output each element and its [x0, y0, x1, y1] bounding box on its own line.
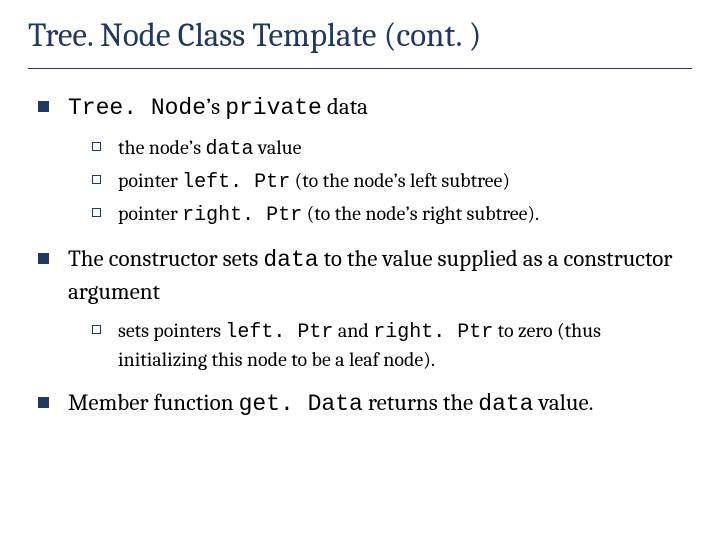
slide-title: Tree. Node Class Template (cont. ) [28, 18, 692, 56]
code-text: left. Ptr [182, 171, 290, 194]
bullet-level2: pointer left. Ptr (to the node’s left su… [92, 167, 688, 196]
text: (to the node’s left subtree) [290, 169, 510, 192]
text: ’s [206, 93, 225, 120]
code-text: data [205, 138, 253, 161]
text: pointer [118, 202, 182, 225]
title-underline [28, 68, 692, 69]
text: pointer [118, 169, 182, 192]
bullet-level1: Member function get. Data returns the da… [38, 387, 688, 420]
code-text: get. Data [239, 391, 363, 417]
bullet-level1: The constructor sets data to the value s… [38, 243, 688, 373]
text: Member function [68, 389, 239, 416]
slide: Tree. Node Class Template (cont. ) Tree.… [0, 0, 720, 540]
bullet-level2: pointer right. Ptr (to the node’s right … [92, 200, 688, 229]
bullet-level2: the node’s data value [92, 134, 688, 163]
bullet-level2: sets pointers left. Ptr and right. Ptr t… [92, 317, 688, 373]
text: data [322, 93, 368, 120]
bullet-list: Tree. Node’s private datathe node’s data… [28, 91, 692, 420]
code-text: left. Ptr [225, 321, 333, 344]
text: The constructor sets [68, 245, 263, 272]
code-text: Tree. Node [68, 95, 206, 121]
code-text: data [263, 247, 318, 273]
text: (to the node’s right subtree). [302, 202, 539, 225]
code-text: private [225, 95, 322, 121]
text: returns the [363, 389, 478, 416]
text: the node’s [118, 136, 205, 159]
code-text: right. Ptr [373, 321, 493, 344]
text: value [253, 136, 301, 159]
text: value. [533, 389, 593, 416]
sub-bullet-list: the node’s data value pointer left. Ptr (… [68, 134, 688, 229]
sub-bullet-list: sets pointers left. Ptr and right. Ptr t… [68, 317, 688, 373]
bullet-level1: Tree. Node’s private datathe node’s data… [38, 91, 688, 229]
text: and [333, 319, 373, 342]
text: sets pointers [118, 319, 225, 342]
code-text: data [478, 391, 533, 417]
code-text: right. Ptr [182, 204, 302, 227]
